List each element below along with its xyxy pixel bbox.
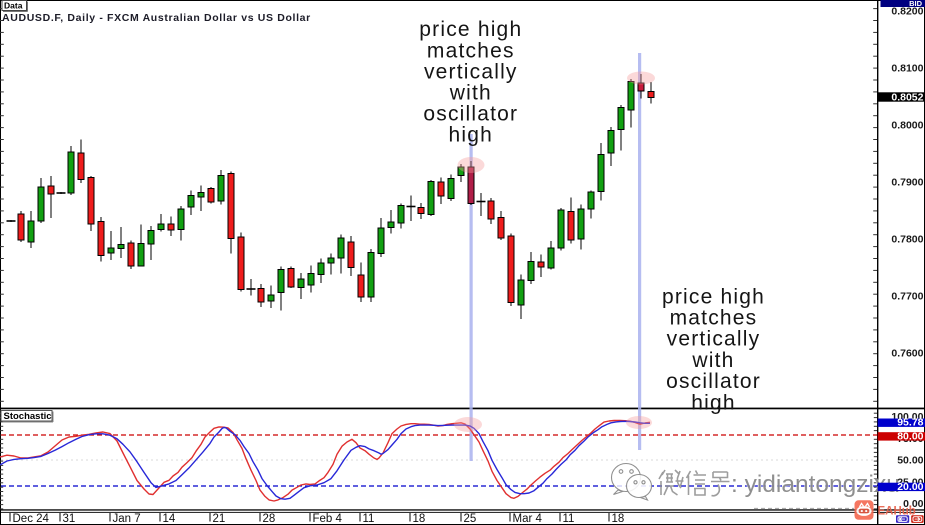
svg-text:21: 21	[213, 513, 226, 525]
svg-text:high: high	[449, 124, 494, 147]
svg-text:18: 18	[413, 513, 426, 525]
svg-text:11: 11	[563, 513, 575, 525]
svg-text:80.00: 80.00	[897, 430, 923, 442]
svg-text:0.8200: 0.8200	[891, 5, 923, 17]
svg-text:: yidiantongzixu: : yidiantongzixu	[731, 471, 900, 498]
svg-text:vertically: vertically	[667, 328, 761, 351]
svg-text:high: high	[691, 391, 736, 414]
svg-text:BID: BID	[909, 0, 923, 8]
svg-text:0.8052: 0.8052	[891, 91, 923, 103]
svg-text:Feb 4: Feb 4	[313, 513, 343, 525]
svg-text:11: 11	[363, 513, 375, 525]
svg-text:25: 25	[464, 513, 477, 525]
svg-text:oscillator: oscillator	[666, 370, 761, 393]
svg-text:Jan 7: Jan 7	[113, 513, 141, 525]
svg-text:matches: matches	[427, 39, 515, 62]
svg-text:14: 14	[163, 513, 176, 525]
svg-text:Dec 24: Dec 24	[13, 513, 50, 525]
svg-text:Data: Data	[4, 1, 23, 11]
svg-text:Mar 4: Mar 4	[513, 513, 543, 525]
svg-text:vertically: vertically	[424, 60, 518, 83]
svg-text:0.00: 0.00	[903, 498, 924, 510]
svg-text:price high: price high	[419, 18, 522, 41]
svg-text:50.00: 50.00	[897, 455, 923, 467]
svg-text:oscillator: oscillator	[423, 103, 518, 126]
svg-text:31: 31	[63, 513, 76, 525]
svg-text:95.78: 95.78	[897, 417, 923, 429]
svg-text:20.00: 20.00	[897, 481, 923, 493]
svg-text:Stochastic: Stochastic	[4, 411, 52, 422]
svg-text:0.7900: 0.7900	[891, 176, 923, 188]
svg-text:price high: price high	[662, 285, 765, 308]
svg-text:28: 28	[263, 513, 276, 525]
svg-text:0.7600: 0.7600	[891, 347, 923, 359]
svg-text:18: 18	[612, 513, 625, 525]
svg-text:EAHub: EAHub	[878, 506, 916, 518]
svg-text:0.8100: 0.8100	[891, 62, 923, 74]
svg-text:with: with	[449, 82, 492, 105]
svg-text:matches: matches	[670, 307, 758, 330]
svg-text:0.8000: 0.8000	[891, 119, 923, 131]
svg-text:AUDUSD.F, Daily - FXCM Austral: AUDUSD.F, Daily - FXCM Australian Dollar…	[2, 12, 311, 24]
svg-text:with: with	[691, 349, 734, 372]
svg-text:0.7800: 0.7800	[891, 233, 923, 245]
svg-text:0.7700: 0.7700	[891, 290, 923, 302]
